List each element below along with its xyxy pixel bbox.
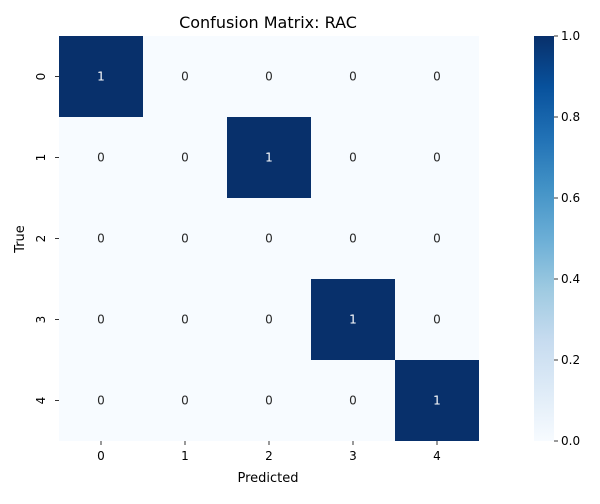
heatmap-cell xyxy=(311,279,395,360)
cell-value-label: 1 xyxy=(265,151,273,165)
cell-value-label: 0 xyxy=(265,394,273,408)
heatmap-cell xyxy=(395,360,479,441)
y-tick-label: 3 xyxy=(34,316,48,324)
cell-value-label: 0 xyxy=(433,232,441,246)
colorbar-tick-label: 0.6 xyxy=(561,191,580,205)
y-axis-ticks: 0 1 2 3 4 xyxy=(34,73,59,405)
heatmap-cell xyxy=(311,198,395,279)
cell-value-label: 0 xyxy=(181,232,189,246)
cell-annotations: 1 0 0 0 0 0 0 1 0 0 0 0 0 0 0 0 0 0 1 0 0 0 0 0 1 xyxy=(97,70,441,408)
x-tick-label: 0 xyxy=(97,449,105,463)
heatmap-cell xyxy=(59,360,143,441)
colorbar-tick-label: 0.0 xyxy=(561,434,580,448)
cell-value-label: 0 xyxy=(265,70,273,84)
cell-value-label: 0 xyxy=(433,151,441,165)
y-tick-label: 1 xyxy=(34,154,48,162)
x-tick-label: 1 xyxy=(181,449,189,463)
heatmap-cell xyxy=(143,36,227,117)
cell-value-label: 0 xyxy=(181,394,189,408)
cell-value-label: 0 xyxy=(265,313,273,327)
heatmap-cell xyxy=(395,36,479,117)
cell-value-label: 0 xyxy=(181,313,189,327)
cell-value-label: 1 xyxy=(97,70,105,84)
heatmap-cell xyxy=(311,360,395,441)
heatmap-cell xyxy=(143,279,227,360)
heatmap-cell xyxy=(59,279,143,360)
colorbar-ticks: 0.0 0.2 0.4 0.6 0.8 1.0 xyxy=(554,29,580,448)
x-axis-ticks: 0 1 2 3 4 xyxy=(97,441,441,463)
x-tick-label: 2 xyxy=(265,449,273,463)
cell-value-label: 0 xyxy=(181,151,189,165)
heatmap-cell xyxy=(227,360,311,441)
heatmap-cell xyxy=(227,36,311,117)
cell-value-label: 0 xyxy=(433,70,441,84)
heatmap-cells xyxy=(59,36,479,441)
heatmap-cell xyxy=(395,279,479,360)
cell-value-label: 0 xyxy=(97,394,105,408)
colorbar-tick-label: 0.4 xyxy=(561,272,580,286)
heatmap-cell xyxy=(227,198,311,279)
y-tick-label: 4 xyxy=(34,397,48,405)
cell-value-label: 0 xyxy=(97,232,105,246)
y-tick-label: 2 xyxy=(34,235,48,243)
heatmap-cell xyxy=(143,198,227,279)
cell-value-label: 1 xyxy=(349,313,357,327)
colorbar-tick-label: 1.0 xyxy=(561,29,580,43)
colorbar xyxy=(534,36,554,441)
cell-value-label: 0 xyxy=(265,232,273,246)
x-axis-label: Predicted xyxy=(237,471,298,486)
colorbar-tick-label: 0.8 xyxy=(561,110,580,124)
heatmap-cell xyxy=(59,198,143,279)
cell-value-label: 0 xyxy=(349,151,357,165)
heatmap-cell xyxy=(143,360,227,441)
heatmap-cell xyxy=(59,117,143,198)
heatmap-cell xyxy=(311,117,395,198)
cell-value-label: 0 xyxy=(349,70,357,84)
colorbar-tick-label: 0.2 xyxy=(561,353,580,367)
y-axis-label: True xyxy=(13,225,28,254)
cell-value-label: 0 xyxy=(97,151,105,165)
chart-title: Confusion Matrix: RAC xyxy=(179,13,357,32)
y-tick-label: 0 xyxy=(34,73,48,81)
cell-value-label: 0 xyxy=(97,313,105,327)
cell-value-label: 0 xyxy=(433,313,441,327)
heatmap-cell xyxy=(143,117,227,198)
heatmap-cell xyxy=(395,117,479,198)
cell-value-label: 0 xyxy=(349,232,357,246)
cell-value-label: 0 xyxy=(349,394,357,408)
heatmap-cell xyxy=(59,36,143,117)
x-tick-label: 3 xyxy=(349,449,357,463)
heatmap-cell xyxy=(311,36,395,117)
cell-value-label: 0 xyxy=(181,70,189,84)
x-tick-label: 4 xyxy=(433,449,441,463)
heatmap-cell xyxy=(227,117,311,198)
cell-value-label: 1 xyxy=(433,394,441,408)
heatmap-cell xyxy=(227,279,311,360)
heatmap-cell xyxy=(395,198,479,279)
